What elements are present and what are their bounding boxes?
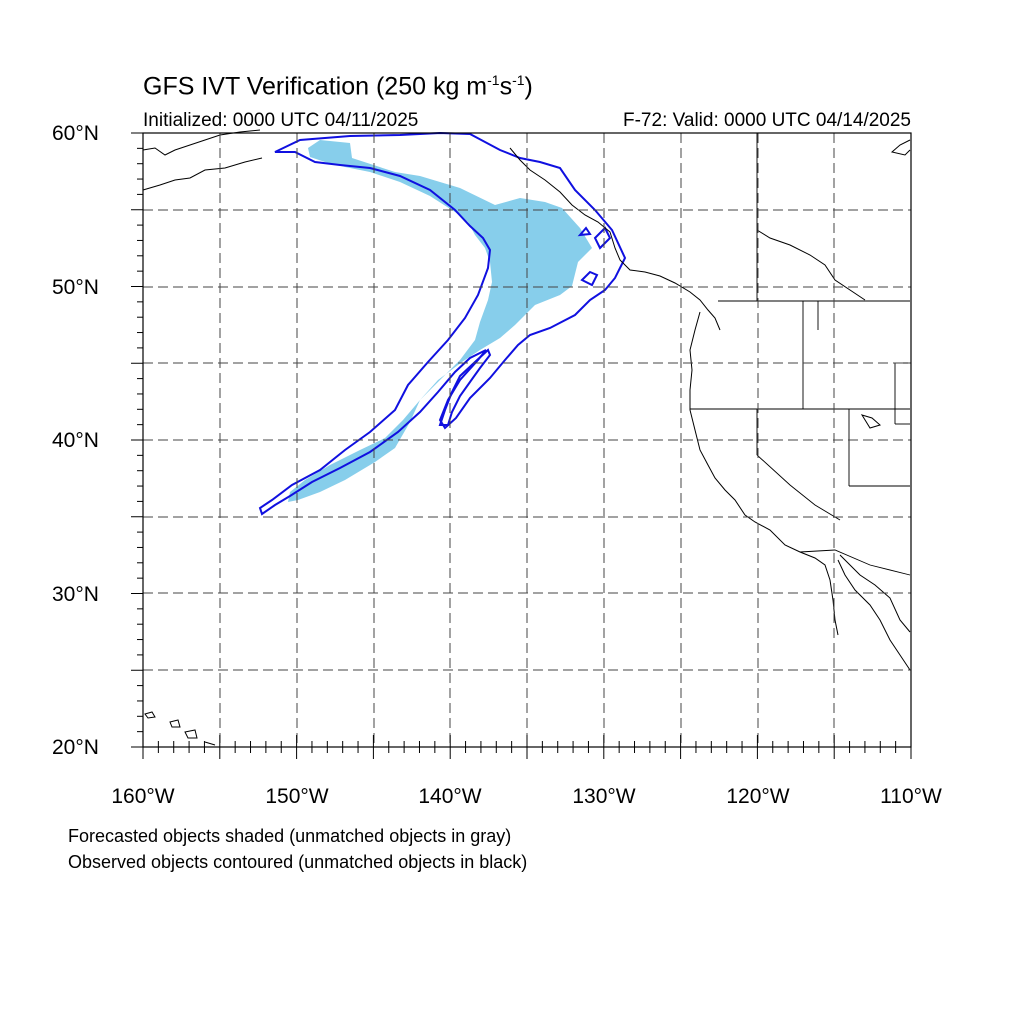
lon-label-130w: 130°W [572,785,636,808]
caption-observed: Observed objects contoured (unmatched ob… [68,852,528,872]
valid-time-label: F-72: Valid: 0000 UTC 04/14/2025 [623,110,911,131]
grid-lines [143,133,911,747]
initialized-label: Initialized: 0000 UTC 04/11/2025 [143,110,419,131]
lat-label-50: 50°N [52,276,99,299]
lon-label-150w: 150°W [265,785,329,808]
map-title: GFS IVT Verification (250 kg m-1s-1) [143,72,533,101]
lat-label-20: 20°N [52,736,99,759]
observed-contour-main [258,131,627,516]
lon-label-160w: 160°W [111,785,175,808]
caption-forecast: Forecasted objects shaded (unmatched obj… [68,826,512,846]
observed-contour-small [577,226,612,287]
forecast-object [288,140,592,502]
lon-label-120w: 120°W [726,785,790,808]
lon-label-110w: 110°W [880,785,942,808]
coastlines [142,129,911,746]
state-borders [690,133,911,576]
lon-label-140w: 140°W [418,785,482,808]
lat-label-30: 30°N [52,583,99,606]
lat-label-40: 40°N [52,429,99,452]
axis-ticks [131,132,912,759]
lat-label-60: 60°N [52,122,99,145]
observed-contour-lobe [438,348,492,426]
